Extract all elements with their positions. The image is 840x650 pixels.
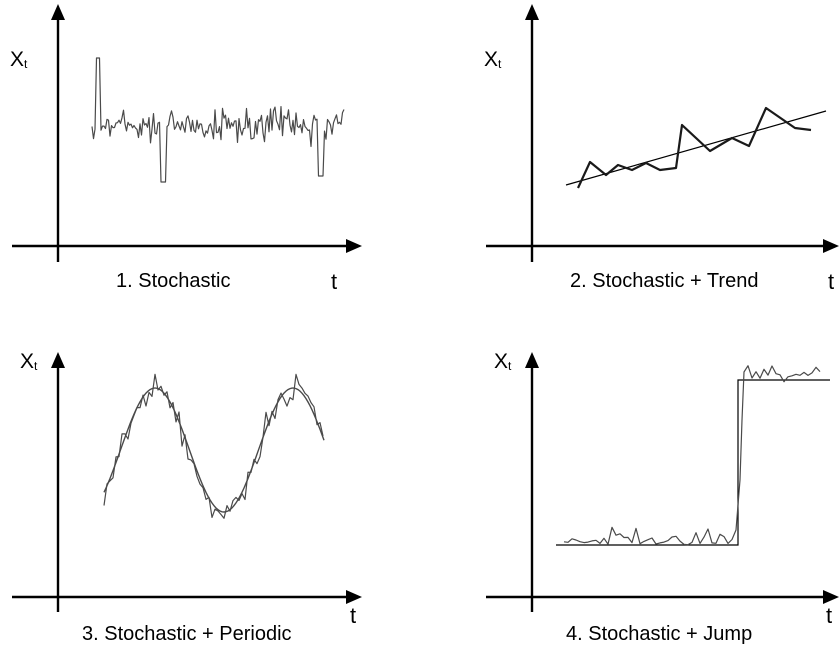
y-axis-arrowhead — [525, 4, 539, 20]
stochastic-jump-series — [563, 365, 821, 546]
y-axis-arrowhead — [51, 352, 65, 368]
panel-caption: 2. Stochastic + Trend — [570, 270, 758, 292]
panel-caption: 3. Stochastic + Periodic — [82, 623, 292, 645]
y-axis-label: Xt — [10, 48, 28, 71]
periodic-curve — [103, 387, 325, 513]
x-axis-label: t — [826, 603, 832, 628]
stochastic-trend-series — [577, 106, 812, 189]
panel-caption: 4. Stochastic + Jump — [566, 623, 752, 645]
x-axis-arrowhead — [346, 239, 362, 253]
y-axis-label: Xt — [484, 48, 502, 71]
step-function — [556, 379, 830, 546]
panel-stochastic-trend: Xt t 2. Stochastic + Trend — [484, 4, 839, 294]
stochastic-periodic-series — [103, 373, 324, 519]
x-axis-label: t — [331, 269, 337, 294]
panel-stochastic: Xt t 1. Stochastic — [10, 4, 362, 294]
y-axis-arrowhead — [525, 352, 539, 368]
y-axis-label: Xt — [494, 350, 512, 373]
panel-caption: 1. Stochastic — [116, 270, 231, 292]
panel-stochastic-periodic: Xt t 3. Stochastic + Periodic — [12, 350, 362, 645]
x-axis-label: t — [350, 603, 356, 628]
panel-stochastic-jump: Xt t 4. Stochastic + Jump — [486, 350, 839, 645]
stochastic-series — [91, 57, 345, 183]
x-axis-arrowhead — [823, 239, 839, 253]
x-axis-arrowhead — [346, 590, 362, 604]
x-axis-label: t — [828, 269, 834, 294]
y-axis-arrowhead — [51, 4, 65, 20]
y-axis-label: Xt — [20, 350, 38, 373]
x-axis-arrowhead — [823, 590, 839, 604]
